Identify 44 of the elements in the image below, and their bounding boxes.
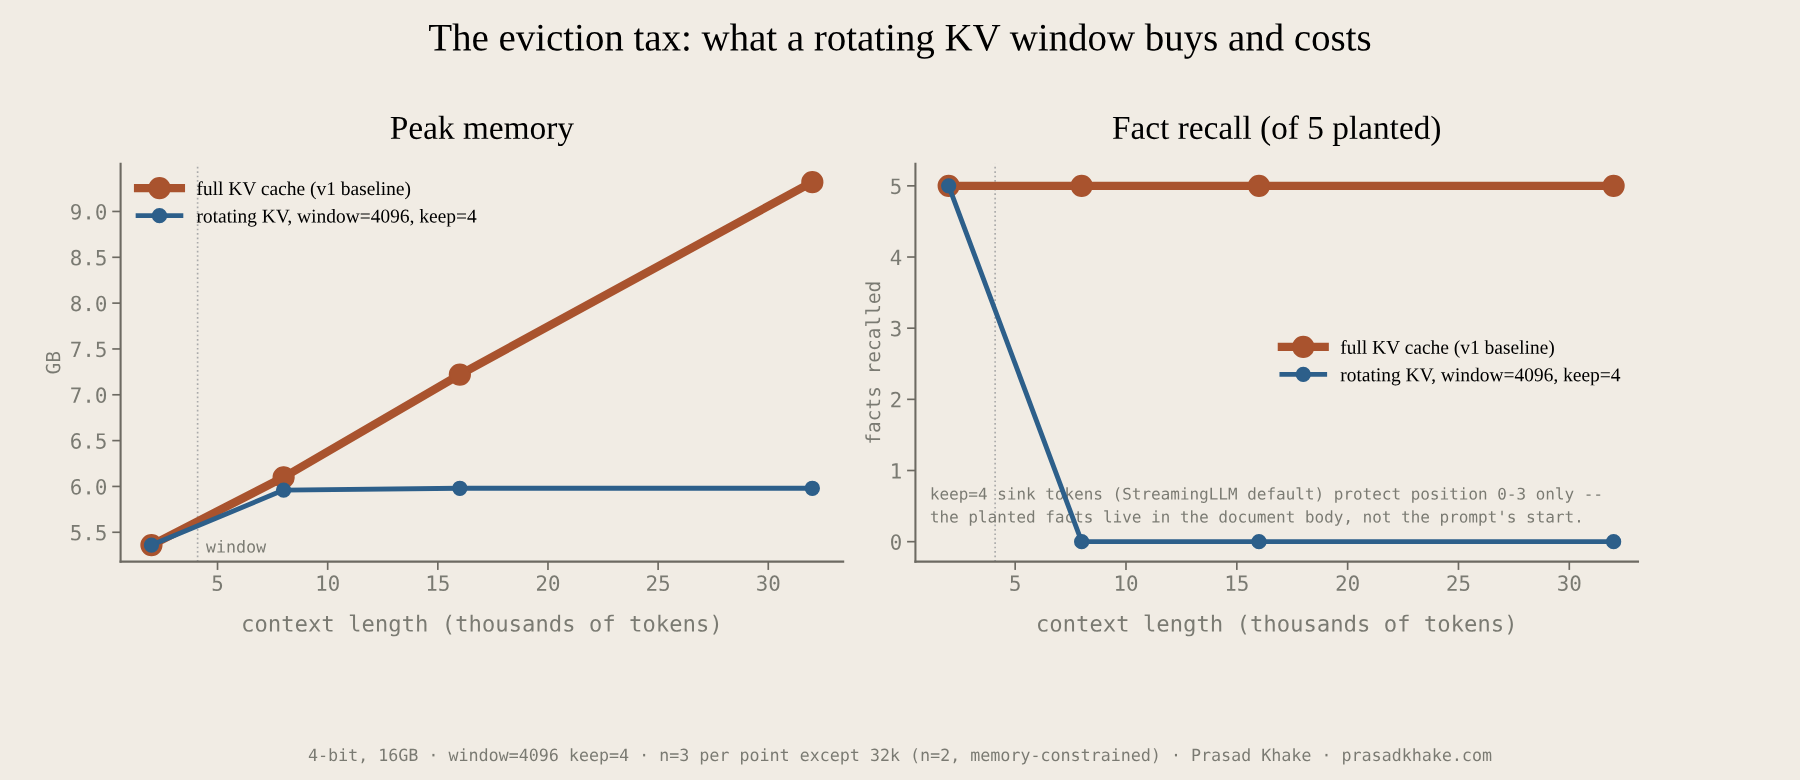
legend-label: full KV cache (v1 baseline) <box>1340 340 1554 358</box>
y-tick-label: 8.0 <box>71 295 107 312</box>
y-tick-label: 7.0 <box>71 387 107 404</box>
x-tick-label: 10 <box>1115 575 1138 592</box>
y-tick-label: 3 <box>891 320 901 337</box>
y-tick-label: 1 <box>892 463 901 479</box>
legend-label: full KV cache (v1 baseline) <box>197 181 411 200</box>
x-tick-label: 30 <box>757 575 780 592</box>
y-axis-title: GB <box>45 351 61 374</box>
x-tick-label: 15 <box>1226 575 1248 592</box>
x-axis-title: context length (thousands of tokens) <box>1038 614 1513 637</box>
legend-label: rotating KV, window=4096, keep=4 <box>1340 367 1621 386</box>
chart-title: Peak memory <box>390 115 574 146</box>
y-tick-label: 6.5 <box>71 433 106 449</box>
y-tick-label: 5 <box>891 178 901 195</box>
x-tick-label: 5 <box>212 575 223 592</box>
y-tick-label: 0 <box>891 534 901 550</box>
chart-title: Fact recall (of 5 planted) <box>1112 115 1440 146</box>
x-tick-label: 25 <box>1447 575 1470 592</box>
point <box>452 480 468 496</box>
y-tick-label: 7.5 <box>71 341 106 358</box>
y-tick-label: 2 <box>891 391 901 408</box>
y-axis-title: facts recalled <box>865 282 881 443</box>
point <box>275 482 292 498</box>
y-tick-label: 4 <box>890 249 902 265</box>
y-tick-label: 9.0 <box>71 203 107 220</box>
legend-label: rotating KV, window=4096, keep=4 <box>196 208 477 227</box>
y-tick-label: 5.5 <box>71 525 106 541</box>
x-tick-label: 10 <box>317 575 339 592</box>
point <box>448 363 471 386</box>
x-tick-label: 5 <box>1010 575 1020 592</box>
x-tick-label: 30 <box>1558 575 1581 592</box>
x-tick-label: 15 <box>427 575 449 592</box>
y-tick-label: 6.0 <box>71 478 107 495</box>
x-tick-label: 20 <box>536 575 560 592</box>
ref-line-label: window <box>205 539 267 553</box>
text: 4-bit, 16GB · window=4096 keep=4 · n=3 per point except 32k (n=2, memory-constrained) · Prasad Khake · prasadkhake.com <box>308 748 1492 765</box>
text: The eviction tax: what a rotating KV window buys and costs <box>429 23 1371 59</box>
point <box>801 171 824 194</box>
point <box>804 480 820 496</box>
x-axis-title: context length (thousands of tokens) <box>243 614 719 637</box>
y-tick-label: 8.5 <box>71 249 106 266</box>
x-tick-label: 25 <box>647 575 669 592</box>
x-tick-label: 20 <box>1336 575 1359 592</box>
